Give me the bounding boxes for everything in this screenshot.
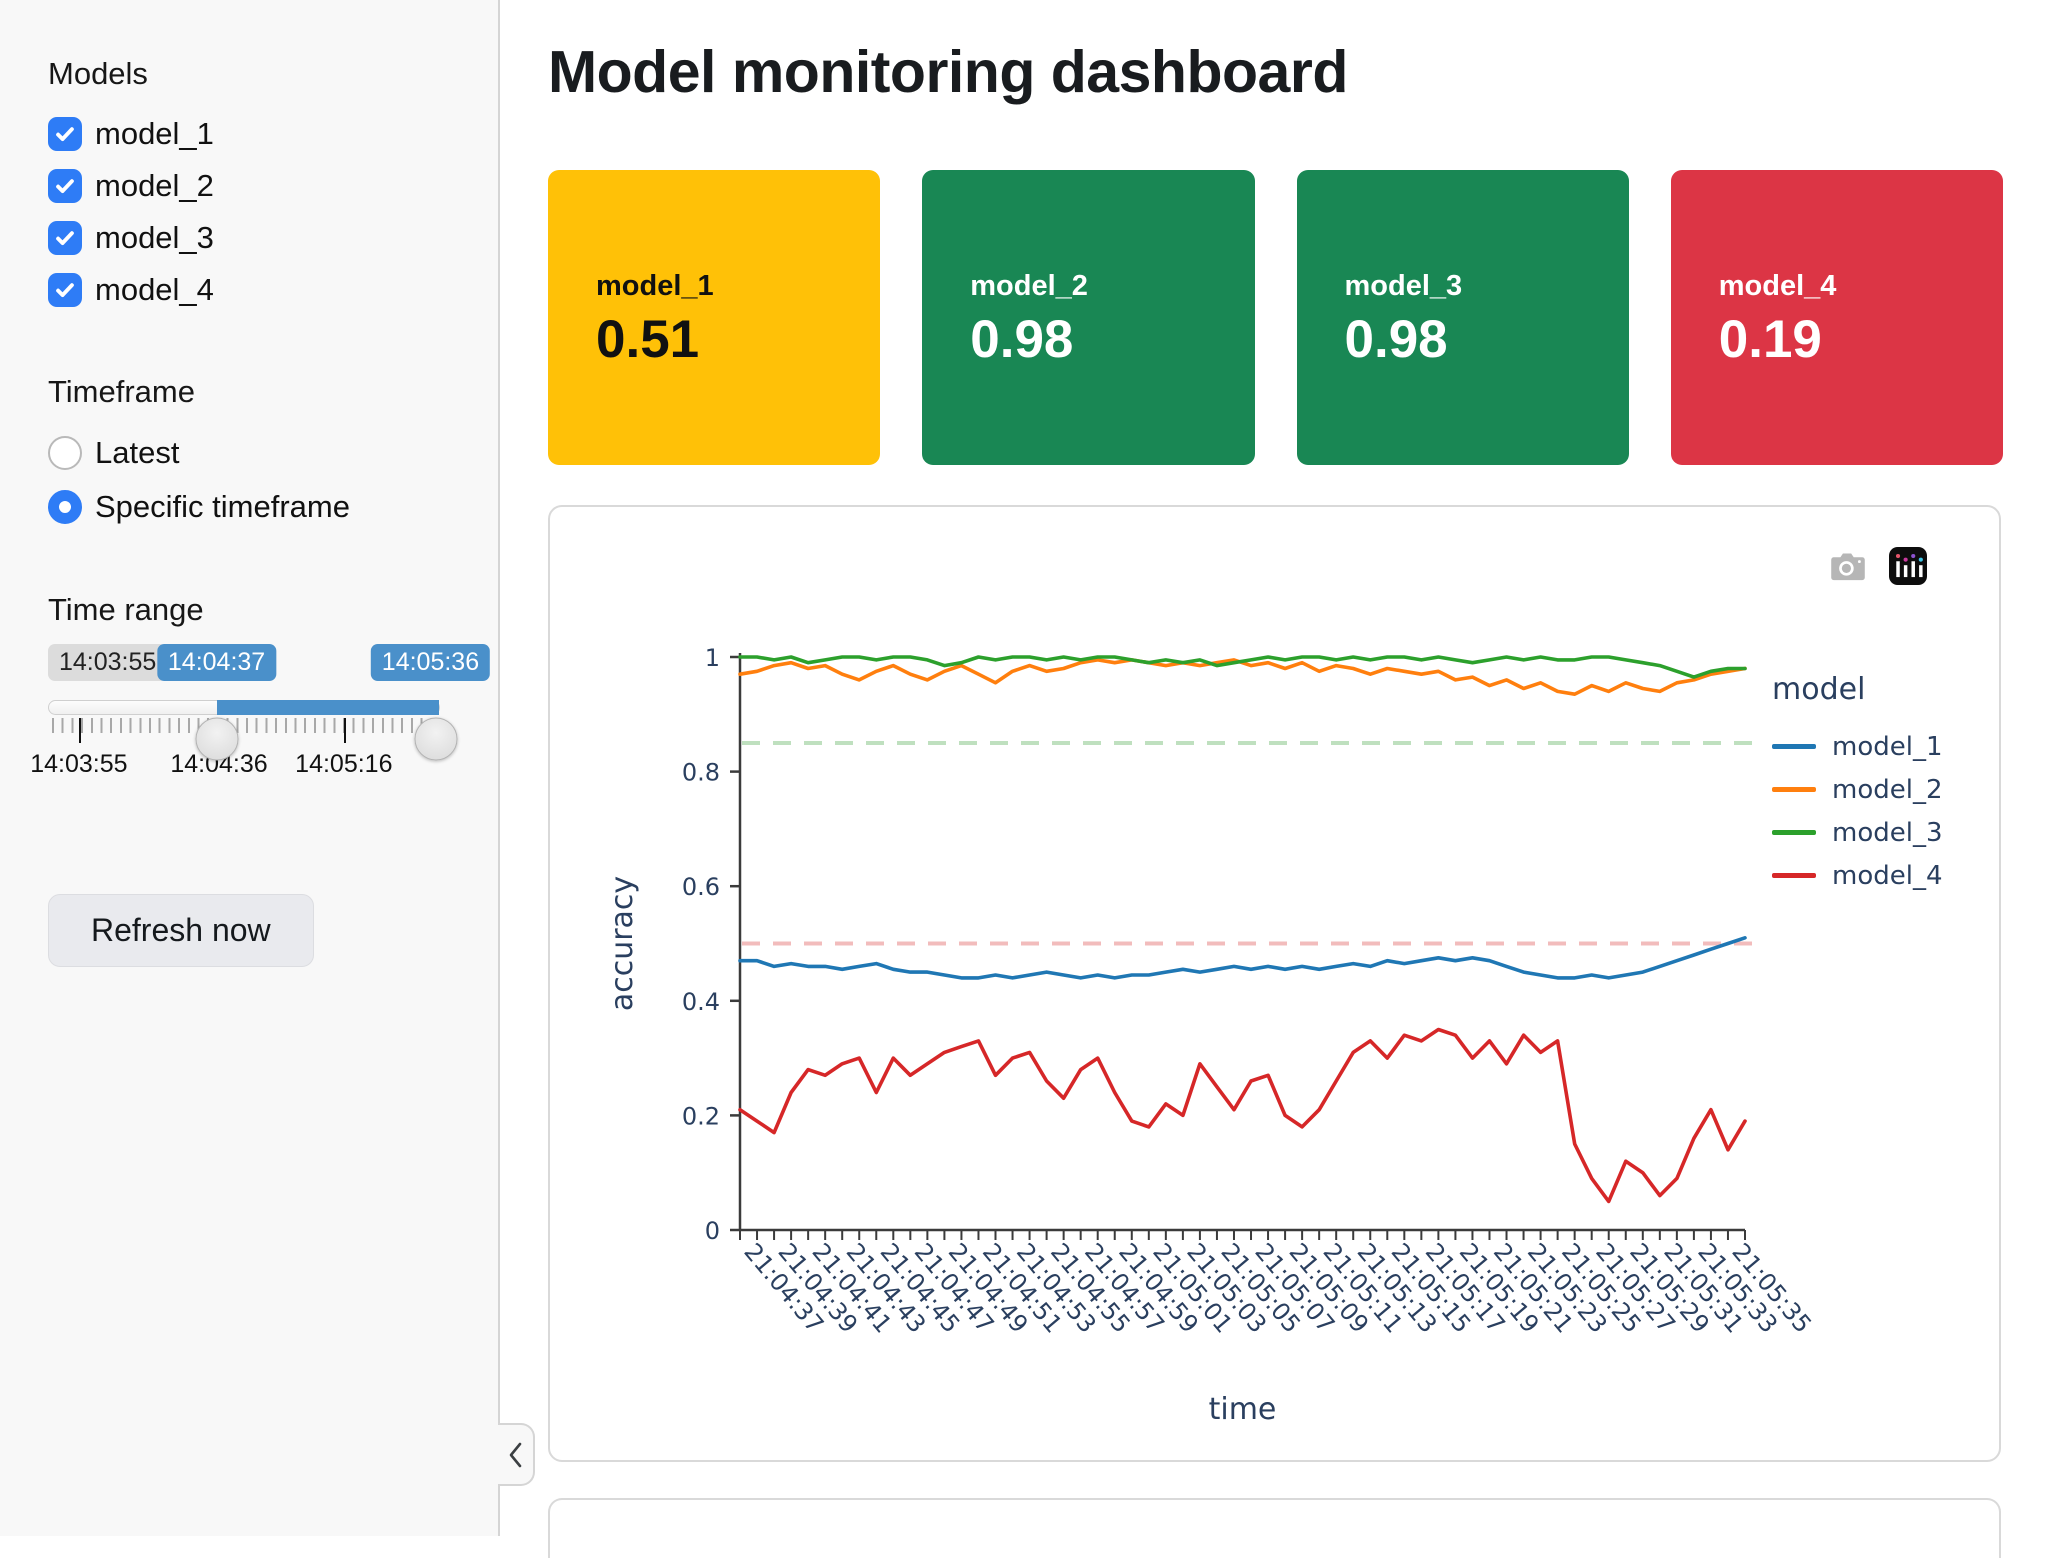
checkbox-model-2[interactable]: model_2	[48, 160, 478, 212]
plotly-logo-icon[interactable]	[1889, 547, 1927, 585]
slider-axis: 14:03:55 14:04:36 14:05:16	[30, 718, 436, 778]
svg-text:0.8: 0.8	[682, 759, 720, 787]
models-section-label: Models	[48, 56, 148, 91]
legend-item-model-4[interactable]: model_4	[1772, 854, 1943, 897]
svg-text:0.2: 0.2	[682, 1102, 720, 1130]
legend-item-model-1[interactable]: model_1	[1772, 725, 1943, 768]
slider-min-label: 14:03:55	[48, 644, 168, 681]
svg-text:accuracy: accuracy	[605, 876, 640, 1011]
time-range-section-label: Time range	[48, 592, 204, 627]
checkbox-model-1[interactable]: model_1	[48, 108, 478, 160]
sidebar: Models model_1 model_2 model_3 model_4 T…	[0, 0, 535, 1536]
sidebar-collapse-button[interactable]	[498, 1423, 535, 1486]
legend-item-model-3[interactable]: model_3	[1772, 811, 1943, 854]
value-box-label: model_2	[970, 269, 1088, 302]
checkbox-model-4[interactable]: model_4	[48, 264, 478, 316]
slider-axis-label: 14:03:55	[30, 750, 128, 778]
value-box-value: 0.98	[970, 309, 1074, 369]
checkbox-checked-icon	[48, 169, 82, 203]
slider-major-tick	[343, 718, 347, 743]
checkbox-checked-icon	[48, 117, 82, 151]
radio-unselected-icon	[48, 436, 82, 470]
radio-latest[interactable]: Latest	[48, 426, 478, 480]
accuracy-chart-card: 0 0.2 0.4 0.6 0.8 1 21:04:37 21:04:39 21:04:41 21…	[548, 505, 2001, 1462]
value-box-row: model_1 0.51 model_2 0.98 model_3 0.98 m…	[548, 170, 2003, 465]
checkbox-label: model_3	[95, 220, 214, 255]
slider-minor-ticks	[52, 718, 436, 733]
svg-text:0: 0	[705, 1217, 720, 1245]
slider-from-value: 14:04:37	[156, 644, 277, 681]
value-box-model-1: model_1 0.51	[548, 170, 881, 465]
timeframe-section-label: Timeframe	[48, 374, 195, 409]
legend-title: model	[1772, 672, 1866, 707]
main-content: Model monitoring dashboard model_1 0.51 …	[500, 0, 2048, 1558]
legend-item-model-2[interactable]: model_2	[1772, 768, 1943, 811]
checkbox-checked-icon	[48, 273, 82, 307]
slider-active-range	[216, 700, 439, 715]
value-box-value: 0.19	[1718, 309, 1822, 369]
slider-to-value: 14:05:36	[370, 644, 491, 681]
value-box-label: model_1	[596, 269, 714, 302]
value-box-model-2: model_2 0.98	[922, 170, 1255, 465]
time-range-slider: 14:03:55 14:04:37 14:05:36 14:03:55 14:0…	[30, 644, 491, 834]
legend-label: model_1	[1832, 731, 1943, 762]
camera-icon[interactable]	[1829, 547, 1867, 585]
value-box-label: model_3	[1344, 269, 1463, 302]
slider-track[interactable]	[48, 700, 440, 715]
slider-axis-label: 14:05:16	[295, 750, 393, 778]
legend-line-swatch	[1772, 787, 1816, 792]
value-box-value: 0.51	[596, 309, 700, 369]
svg-text:1: 1	[705, 644, 720, 672]
accuracy-chart: 00.20.40.60.8121:04:3721:04:3921:04:4121…	[605, 644, 1817, 1427]
radio-label: Specific timeframe	[95, 489, 350, 524]
chevron-left-icon	[506, 1440, 526, 1470]
legend-label: model_3	[1832, 817, 1943, 848]
radio-specific-timeframe[interactable]: Specific timeframe	[48, 480, 478, 534]
svg-text:0.4: 0.4	[682, 988, 720, 1016]
page-title: Model monitoring dashboard	[548, 39, 1348, 105]
legend-line-swatch	[1772, 744, 1816, 749]
checkbox-checked-icon	[48, 221, 82, 255]
svg-text:0.6: 0.6	[682, 873, 720, 901]
value-box-label: model_4	[1718, 269, 1837, 302]
value-box-value: 0.98	[1344, 309, 1448, 369]
plotly-modebar	[1829, 547, 1927, 585]
value-box-model-4: model_4 0.19	[1670, 170, 2003, 465]
slider-handle-from[interactable]	[195, 717, 239, 761]
legend-label: model_2	[1832, 774, 1943, 805]
next-card-partial	[548, 1498, 2001, 1558]
checkbox-label: model_2	[95, 168, 214, 203]
legend-label: model_4	[1832, 860, 1943, 891]
legend-line-swatch	[1772, 873, 1816, 878]
checkbox-label: model_4	[95, 272, 214, 307]
refresh-button[interactable]: Refresh now	[48, 894, 314, 967]
radio-label: Latest	[95, 435, 180, 470]
svg-text:time: time	[1209, 1392, 1277, 1427]
slider-handle-to[interactable]	[414, 717, 458, 761]
checkbox-label: model_1	[95, 116, 214, 151]
value-box-model-3: model_3 0.98	[1296, 170, 1629, 465]
slider-major-tick	[78, 718, 82, 743]
chart-legend: model model_1 model_2 model_3 model_4	[1772, 672, 1943, 897]
checkbox-model-3[interactable]: model_3	[48, 212, 478, 264]
legend-line-swatch	[1772, 830, 1816, 835]
radio-selected-icon	[48, 490, 82, 524]
